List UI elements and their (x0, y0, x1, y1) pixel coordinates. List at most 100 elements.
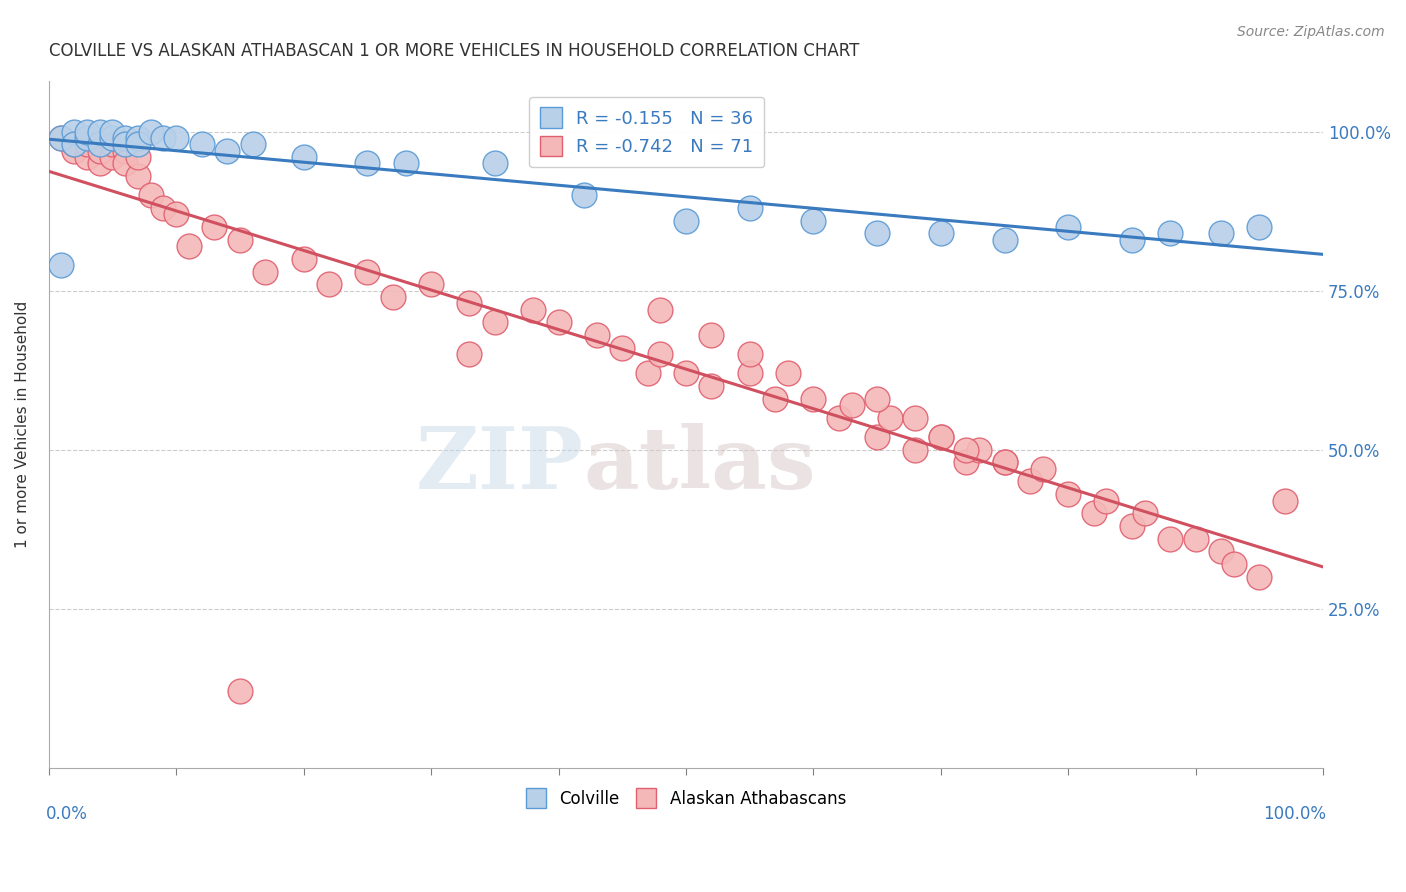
Point (63, 144, 86, 158)
Point (114, 137, 136, 152)
Point (76, 137, 98, 152)
Point (1057, 487, 1080, 501)
Point (1211, 544, 1233, 558)
Point (381, 290, 404, 304)
Point (866, 227, 889, 241)
Point (1083, 506, 1105, 520)
Point (572, 188, 595, 202)
Point (139, 125, 162, 139)
Point (89, 125, 111, 139)
Point (929, 430, 952, 444)
Point (700, 379, 723, 393)
Point (101, 150, 124, 164)
Point (866, 430, 889, 444)
Point (356, 264, 378, 278)
Point (1121, 233, 1143, 247)
Point (177, 239, 200, 253)
Point (217, 144, 239, 158)
Point (967, 442, 990, 457)
Point (993, 455, 1015, 469)
Point (993, 233, 1015, 247)
Point (1184, 532, 1206, 546)
Point (204, 220, 226, 235)
Point (63, 125, 86, 139)
Text: 0.0%: 0.0% (46, 805, 89, 823)
Point (955, 442, 977, 457)
Point (101, 125, 124, 139)
Point (1133, 506, 1156, 520)
Point (458, 347, 481, 361)
Point (522, 302, 544, 317)
Point (318, 277, 340, 292)
Point (904, 410, 927, 425)
Point (803, 392, 825, 406)
Point (127, 137, 149, 152)
Point (152, 131, 174, 145)
Point (101, 137, 124, 152)
Point (51, 131, 73, 145)
Point (1274, 493, 1296, 508)
Text: ZIP: ZIP (416, 424, 583, 508)
Text: atlas: atlas (583, 424, 817, 508)
Point (165, 207, 187, 221)
Text: COLVILLE VS ALASKAN ATHABASCAN 1 OR MORE VEHICLES IN HOUSEHOLD CORRELATION CHART: COLVILLE VS ALASKAN ATHABASCAN 1 OR MORE… (49, 42, 859, 60)
Point (675, 367, 697, 381)
Point (89, 137, 111, 152)
Point (675, 213, 697, 227)
Text: Source: ZipAtlas.com: Source: ZipAtlas.com (1237, 25, 1385, 39)
Point (1159, 532, 1181, 546)
Point (292, 252, 315, 266)
Point (1249, 220, 1271, 235)
Point (738, 201, 761, 215)
Point (866, 392, 889, 406)
Point (738, 367, 761, 381)
Point (1159, 227, 1181, 241)
Point (1019, 475, 1042, 489)
Point (1211, 227, 1233, 241)
Point (650, 302, 672, 317)
Point (763, 392, 786, 406)
Point (650, 347, 672, 361)
Point (76, 150, 98, 164)
Legend: Colville, Alaskan Athabascans: Colville, Alaskan Athabascans (519, 781, 852, 814)
Point (139, 188, 162, 202)
Point (1032, 462, 1054, 476)
Point (484, 156, 506, 170)
Point (879, 410, 901, 425)
Point (803, 213, 825, 227)
Point (127, 150, 149, 164)
Point (458, 296, 481, 310)
Point (1057, 220, 1080, 235)
Point (1223, 557, 1246, 571)
Point (993, 455, 1015, 469)
Point (76, 125, 98, 139)
Point (420, 277, 443, 292)
Point (190, 137, 212, 152)
Point (1095, 493, 1118, 508)
Point (484, 316, 506, 330)
Point (114, 156, 136, 170)
Point (127, 131, 149, 145)
Point (828, 410, 851, 425)
Point (152, 201, 174, 215)
Point (101, 131, 124, 145)
Point (904, 442, 927, 457)
Point (51, 131, 73, 145)
Point (776, 367, 799, 381)
Point (76, 131, 98, 145)
Point (63, 137, 86, 152)
Point (637, 367, 659, 381)
Point (547, 316, 569, 330)
Point (1121, 519, 1143, 533)
Point (955, 455, 977, 469)
Text: 100.0%: 100.0% (1263, 805, 1326, 823)
Point (841, 398, 863, 412)
Point (165, 131, 187, 145)
Point (585, 328, 607, 343)
Point (929, 227, 952, 241)
Point (127, 169, 149, 183)
Point (114, 131, 136, 145)
Point (254, 264, 277, 278)
Y-axis label: 1 or more Vehicles in Household: 1 or more Vehicles in Household (15, 301, 30, 548)
Point (929, 430, 952, 444)
